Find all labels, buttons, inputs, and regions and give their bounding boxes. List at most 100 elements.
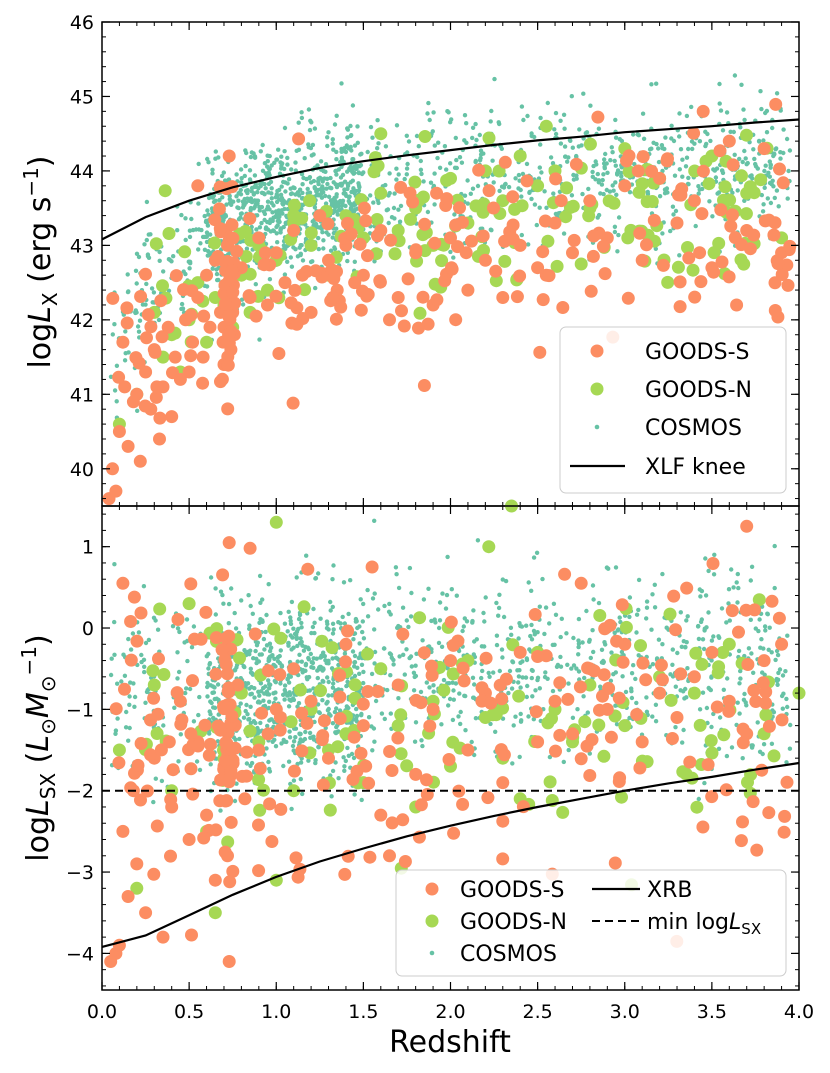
cosmos-point [482,619,487,624]
cosmos-point [196,247,201,252]
cosmos-point [544,205,549,210]
goods-s-point [164,849,177,863]
cosmos-point [537,205,542,210]
cosmos-point [684,618,689,623]
cosmos-point [413,720,419,725]
cosmos-point [310,624,316,630]
cosmos-point [206,212,211,217]
cosmos-point [351,755,357,761]
goods-s-point [528,608,542,621]
cosmos-point [675,650,680,656]
cosmos-point [724,620,729,625]
cosmos-point [611,672,616,677]
cosmos-point [315,179,321,184]
cosmos-point [404,133,409,138]
cosmos-point [285,162,290,167]
cosmos-point [205,208,210,213]
cosmos-point [576,144,581,149]
cosmos-point [689,139,695,144]
cosmos-point [242,648,247,653]
y-tick-label: −4 [66,943,94,965]
goods-s-point [357,201,371,215]
goods-n-point [734,253,748,267]
cosmos-point [336,620,341,625]
goods-n-point [593,609,607,622]
goods-n-point [371,159,385,173]
goods-s-point [680,581,694,595]
cosmos-point [779,693,785,699]
goods-n-point [482,131,496,145]
goods-s-point [430,293,444,307]
cosmos-point [109,656,114,661]
goods-s-point [120,301,134,315]
cosmos-point [332,245,337,250]
y-tick-label: 40 [70,459,94,481]
cosmos-point [328,599,333,605]
goods-s-point [670,216,684,230]
cosmos-point [323,658,328,663]
cosmos-point [447,696,453,702]
goods-s-point [326,291,340,304]
cosmos-point [601,191,606,197]
cosmos-point [334,226,339,231]
goods-n-point [740,128,753,142]
goods-s-point [533,345,547,359]
cosmos-point [636,133,641,138]
cosmos-point [614,722,620,727]
cosmos-point [770,125,775,131]
goods-s-point [549,172,563,186]
cosmos-point [656,637,662,642]
cosmos-point [370,135,375,140]
goods-s-point [361,685,375,698]
cosmos-point [599,182,605,187]
goods-s-point [391,731,405,745]
goods-s-point [449,313,463,327]
cosmos-point [389,215,395,220]
cosmos-point [576,669,582,674]
cosmos-point [684,113,690,119]
cosmos-point [513,714,518,719]
cosmos-point [437,600,443,605]
cosmos-point [269,196,274,201]
goods-s-point [645,164,659,178]
xlf-knee-line [101,118,800,241]
cosmos-point [561,231,567,236]
goods-s-point [585,733,599,747]
goods-s-point [361,249,374,263]
goods-n-point [374,186,388,200]
cosmos-point [598,684,603,689]
cosmos-point [772,543,777,549]
cosmos-point [254,227,259,232]
goods-s-point [185,284,199,298]
goods-s-point [200,268,214,282]
goods-s-point [338,867,352,881]
goods-s-point [780,775,794,789]
cosmos-point [193,227,199,232]
goods-s-point [243,541,257,555]
cosmos-point [274,224,279,230]
goods-s-point [152,652,165,666]
cosmos-point [574,153,579,159]
goods-s-point [682,251,696,265]
cosmos-point [703,556,708,561]
cosmos-point [412,739,418,744]
cosmos-point [591,649,596,655]
cosmos-point [697,187,702,192]
cosmos-point [343,758,348,764]
cosmos-point [677,111,682,116]
cosmos-point [465,201,470,206]
cosmos-point [774,146,779,151]
cosmos-point [254,656,259,661]
goods-s-point [672,188,685,202]
cosmos-point [311,606,316,612]
goods-s-point [354,746,368,760]
cosmos-point [207,662,212,667]
cosmos-point [717,715,723,720]
cosmos-point [123,329,128,334]
cosmos-point [767,625,772,630]
cosmos-point [561,759,566,765]
cosmos-point [402,176,407,182]
cosmos-point [237,190,242,196]
cosmos-point [372,259,377,264]
goods-s-point [496,852,510,866]
